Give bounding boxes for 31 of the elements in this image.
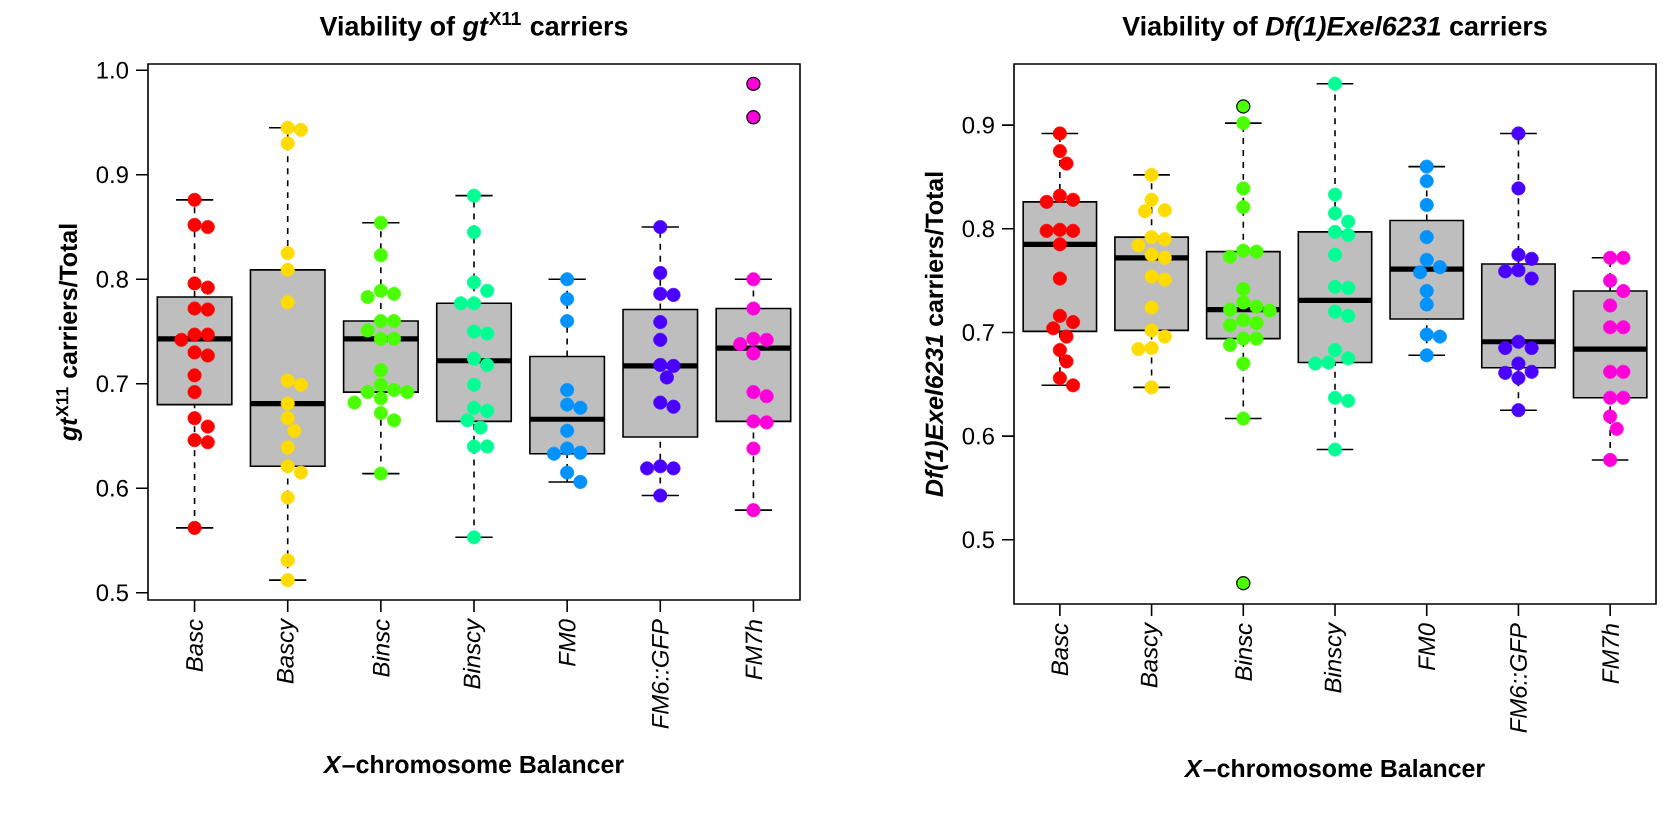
x-tick-label: Binscy <box>1323 621 1347 693</box>
y-tick-label: 0.8 <box>962 220 994 238</box>
y-tick-label: 0.7 <box>962 323 994 341</box>
x-tick-label: FM7h <box>1601 624 1619 684</box>
x-tick-label: FM0 <box>558 619 576 667</box>
x-axis-title: X–chromosome Balancer <box>1183 758 1485 778</box>
x-tick-label: FM6::GFP <box>1509 623 1527 733</box>
x-tick-label: Bascy <box>1140 621 1163 688</box>
y-tick-label: 0.5 <box>962 531 994 549</box>
x-tick-label: FM6::GFP <box>651 619 669 729</box>
y-tick-label: 0.6 <box>962 427 994 445</box>
x-tick-label: Basc <box>186 619 203 672</box>
y-tick-label: 0.8 <box>96 270 128 288</box>
chart-title: Viability of Df(1)Exel6231 carriers <box>1122 15 1547 42</box>
chart-title: Viability of gt$^{X11}$ carriers <box>319 12 628 42</box>
y-tick-label: 0.6 <box>96 479 128 497</box>
x-axis-title: X–chromosome Balancer <box>322 754 624 774</box>
y-tick-label: 0.5 <box>96 584 128 602</box>
x-tick-label: FM7h <box>744 620 763 680</box>
y-tick-label: 0.9 <box>96 166 128 184</box>
x-tick-label: Bascy <box>277 617 299 684</box>
y-axis-title: gt$^{X11}$ carriers/Total <box>56 224 83 442</box>
x-tick-label: Binsc <box>372 619 390 677</box>
y-tick-label: 1.0 <box>97 61 129 79</box>
x-tick-label: FM0 <box>1418 623 1436 671</box>
x-tick-label: Basc <box>1051 623 1069 676</box>
y-axis-title: Df(1)Exel6231 carriers/Total <box>924 172 949 497</box>
y-tick-label: 0.7 <box>96 375 128 393</box>
x-tick-label: Binscy <box>462 617 486 689</box>
x-tick-label: Binsc <box>1234 623 1253 681</box>
y-tick-label: 0.9 <box>962 116 994 134</box>
